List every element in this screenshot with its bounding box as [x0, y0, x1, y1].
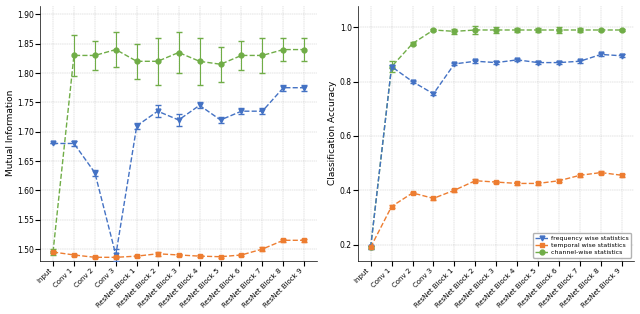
Y-axis label: Classification Accuracy: Classification Accuracy — [328, 81, 337, 185]
Y-axis label: Mutual Information: Mutual Information — [6, 90, 15, 176]
Legend: frequency wise statistics, temporal wise statistics, channel-wise statistics: frequency wise statistics, temporal wise… — [533, 233, 631, 258]
